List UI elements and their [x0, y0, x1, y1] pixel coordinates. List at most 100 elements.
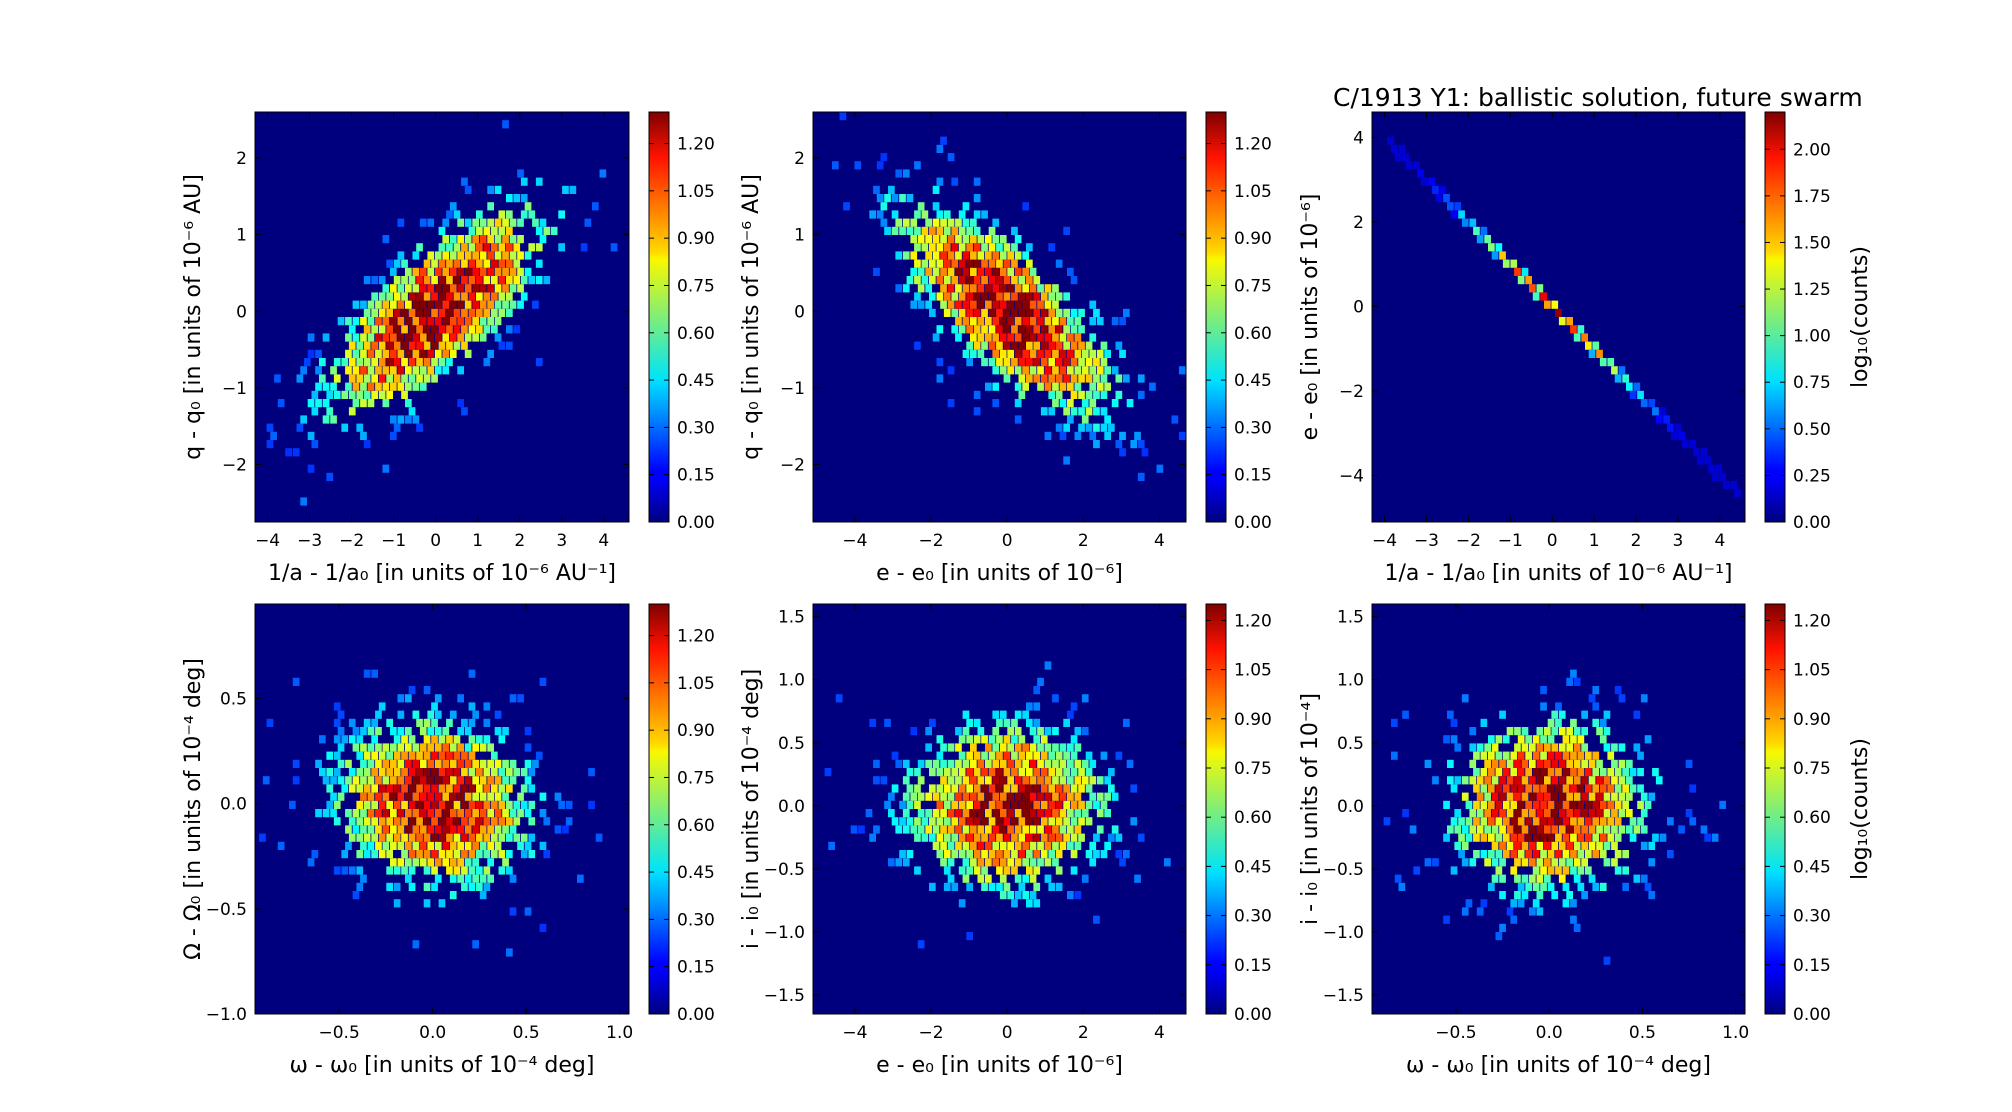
hex-cell	[1044, 431, 1052, 440]
hex-cell	[1093, 915, 1100, 924]
hex-cell	[1558, 317, 1566, 326]
hex-cell	[408, 374, 416, 383]
hex-cell	[1018, 751, 1026, 760]
hex-cell	[1566, 759, 1573, 768]
hex-cell	[1614, 817, 1622, 826]
hex-cell	[1063, 817, 1070, 826]
hex-cell	[996, 800, 1003, 809]
hex-cell	[958, 243, 966, 252]
hex-cell	[943, 210, 951, 219]
hex-cell	[955, 792, 962, 801]
hex-cell	[498, 866, 506, 875]
hex-cell	[914, 833, 921, 842]
hex-cell	[1093, 423, 1100, 432]
hex-cell	[412, 267, 420, 276]
hex-cell	[999, 776, 1007, 785]
hex-cell	[337, 759, 345, 768]
colorbar-gradient	[1764, 111, 1786, 523]
hex-cell	[356, 735, 364, 744]
hex-cell	[940, 218, 947, 227]
hex-cell	[1070, 407, 1078, 416]
hex-cell	[498, 817, 506, 826]
hex-cell	[1514, 858, 1521, 867]
hex-cell	[397, 825, 405, 834]
hex-cell	[940, 825, 947, 834]
x-tick-label: 1.0	[1722, 1023, 1749, 1043]
hex-cell	[487, 349, 494, 358]
hex-cell	[906, 800, 914, 809]
colorbar-tick-label: 0.00	[677, 513, 715, 533]
hex-cell	[1085, 390, 1093, 399]
hex-cell	[1089, 858, 1097, 867]
hex-cell	[966, 292, 973, 301]
hex-cell	[1514, 792, 1521, 801]
hex-cell	[936, 817, 944, 826]
hex-cell	[434, 366, 442, 375]
hex-cell	[1037, 759, 1044, 768]
hex-cell	[1514, 727, 1521, 736]
hex-cell	[1517, 817, 1525, 826]
hex-cell	[382, 825, 390, 834]
hex-cell	[487, 743, 494, 752]
hex-cell	[1123, 308, 1130, 317]
hex-cell	[1588, 809, 1596, 818]
hex-cell	[1667, 817, 1674, 826]
hex-cell	[914, 276, 921, 285]
hex-cell	[1566, 792, 1573, 801]
hex-cell	[494, 267, 502, 276]
hex-cell	[1465, 800, 1473, 809]
hex-cell	[345, 317, 352, 326]
hex-cell	[917, 825, 925, 834]
hex-cell	[337, 710, 345, 719]
hex-cell	[1491, 809, 1499, 818]
hex-cell	[917, 809, 925, 818]
hex-cell	[539, 218, 547, 227]
hex-cell	[483, 784, 491, 793]
hex-cell	[1622, 866, 1629, 875]
hex-cell	[1450, 784, 1458, 793]
hex-cell	[1607, 768, 1615, 777]
hex-cell	[917, 776, 925, 785]
hex-cell	[390, 858, 397, 867]
hex-cell	[1018, 850, 1026, 859]
hex-cell	[1585, 833, 1592, 842]
axes-frame	[812, 603, 1187, 1015]
hex-cell	[929, 308, 936, 317]
hex-cell	[1048, 390, 1056, 399]
hex-cell	[322, 333, 330, 342]
hex-cell	[535, 226, 543, 235]
hex-cell	[1014, 333, 1022, 342]
hex-cell	[1130, 784, 1138, 793]
hex-cell	[1502, 751, 1510, 760]
hex-cell	[356, 751, 364, 760]
hex-cell	[1052, 792, 1059, 801]
hex-cell	[330, 415, 337, 424]
hex-cell	[1040, 751, 1048, 760]
hex-cell	[371, 817, 378, 826]
hex-cell	[419, 382, 427, 391]
hex-cell	[1048, 292, 1056, 301]
hex-cell	[929, 882, 936, 891]
hex-cell	[970, 300, 977, 309]
hex-cell	[910, 235, 918, 244]
hex-cell	[1394, 874, 1402, 883]
hex-cell	[1108, 768, 1115, 777]
hex-cell	[397, 858, 405, 867]
y-tick-label: 0.5	[220, 690, 247, 710]
hex-cell	[929, 718, 936, 727]
hex-cell	[472, 940, 479, 949]
hex-cell	[1011, 800, 1018, 809]
hex-cell	[408, 768, 416, 777]
colorbar-tick-label: 0.75	[1234, 276, 1272, 296]
hex-cell	[1096, 825, 1104, 834]
hex-cell	[502, 825, 509, 834]
hex-cell	[386, 784, 393, 793]
hex-cell	[1592, 751, 1600, 760]
hex-cell	[914, 161, 921, 170]
hex-cell	[1566, 825, 1573, 834]
hex-cell	[1063, 308, 1070, 317]
hex-cell	[498, 243, 506, 252]
hex-cell	[442, 267, 450, 276]
hex-cell	[468, 308, 476, 317]
hex-cell	[1603, 743, 1611, 752]
